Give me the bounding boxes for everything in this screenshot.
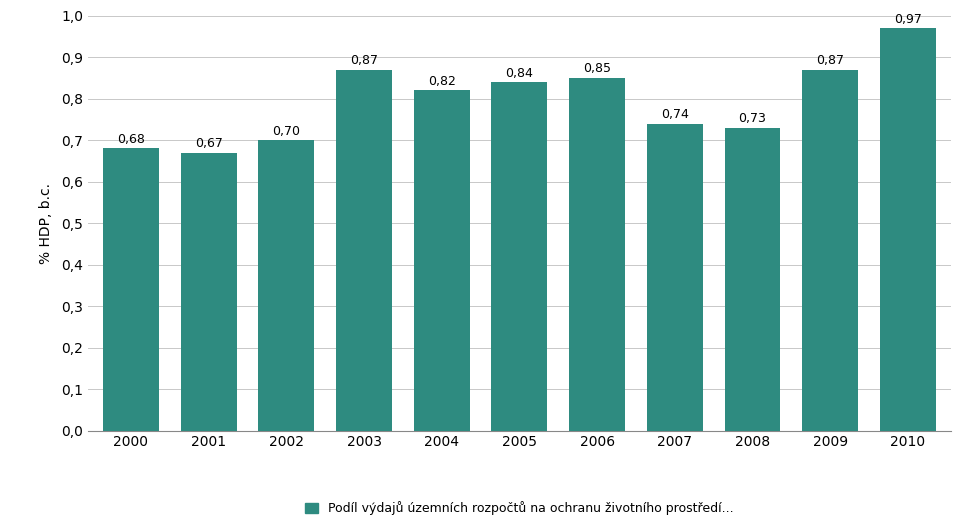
Text: 0,87: 0,87 <box>816 54 844 67</box>
Bar <box>259 140 315 430</box>
Text: 0,87: 0,87 <box>350 54 378 67</box>
Y-axis label: % HDP, b.c.: % HDP, b.c. <box>39 183 53 264</box>
Bar <box>180 153 236 430</box>
Text: 0,97: 0,97 <box>894 13 922 26</box>
Bar <box>569 78 625 430</box>
Bar <box>491 82 548 430</box>
Bar <box>336 70 392 430</box>
Text: 0,73: 0,73 <box>739 112 766 125</box>
Text: 0,70: 0,70 <box>272 124 300 138</box>
Legend: Podíl výdajů územních rozpočtů na ochranu životního prostředí...: Podíl výdajů územních rozpočtů na ochran… <box>306 501 733 516</box>
Bar <box>103 149 159 430</box>
Bar <box>724 128 780 430</box>
Bar <box>414 90 469 430</box>
Text: 0,84: 0,84 <box>506 67 533 80</box>
Text: 0,85: 0,85 <box>583 62 612 76</box>
Text: 0,74: 0,74 <box>661 108 689 121</box>
Bar <box>647 123 703 430</box>
Text: 0,67: 0,67 <box>195 137 222 150</box>
Text: 0,82: 0,82 <box>427 75 456 88</box>
Bar <box>803 70 858 430</box>
Bar <box>880 28 936 430</box>
Text: 0,68: 0,68 <box>117 133 145 146</box>
